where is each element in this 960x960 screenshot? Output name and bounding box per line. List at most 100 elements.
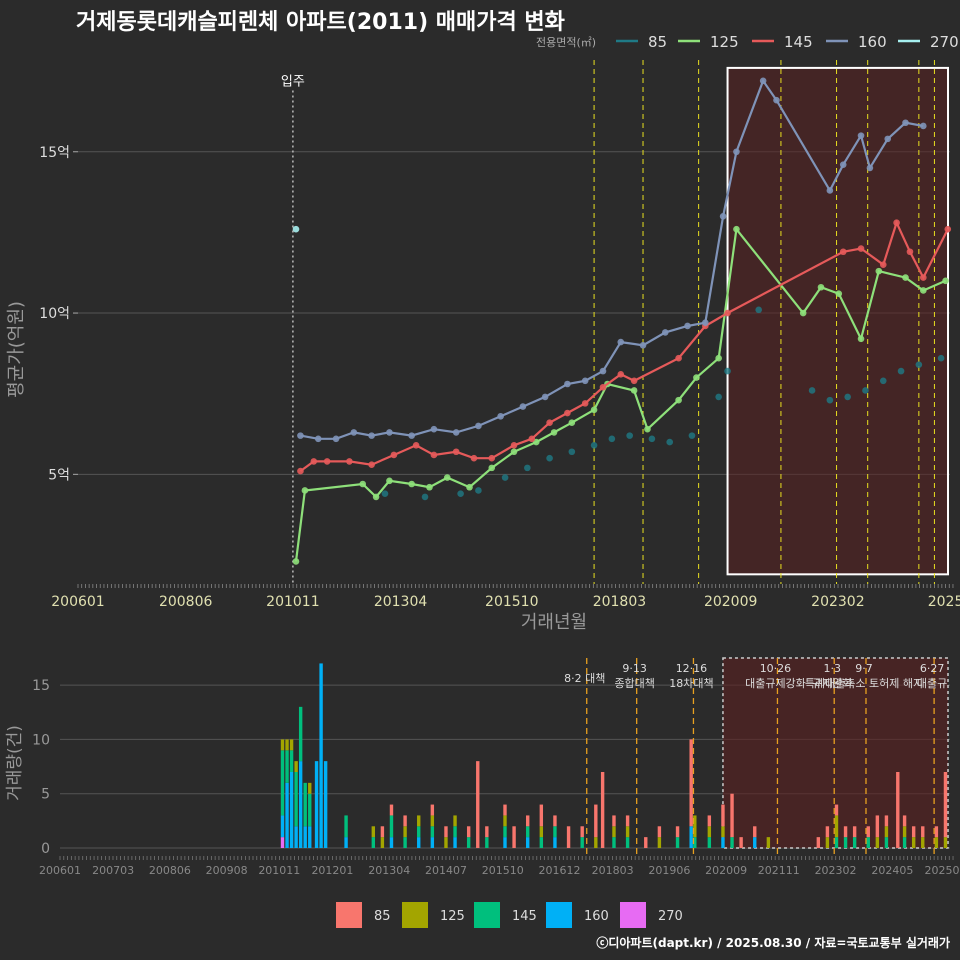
top-y-tick-label: 10억 [39, 306, 70, 322]
series-point-125 [733, 225, 740, 233]
series-point-85 [755, 306, 762, 314]
bar-segment-85 [380, 826, 385, 838]
series-point-85 [826, 396, 834, 404]
series-point-145 [430, 451, 438, 459]
series-point-125 [443, 474, 451, 481]
series-point-125 [675, 396, 682, 404]
bar-segment-160 [721, 837, 725, 848]
series-point-125 [550, 429, 558, 436]
series-point-85 [608, 435, 616, 443]
bar-segment-145 [625, 837, 630, 848]
bar-segment-85 [884, 815, 889, 827]
bar-segment-145 [344, 815, 348, 838]
top-y-axis-title: 평균가(억원) [6, 301, 27, 398]
series-point-160 [661, 329, 669, 336]
series-point-125 [292, 558, 300, 565]
bar-segment-145 [403, 837, 407, 848]
series-point-125 [875, 267, 883, 275]
bar-segment-85 [921, 826, 925, 838]
bar-segment-125 [380, 837, 385, 848]
series-point-125 [835, 290, 843, 297]
bar-segment-160 [303, 826, 307, 848]
series-point-85 [666, 438, 674, 446]
bar-segment-125 [308, 782, 312, 794]
bar-segment-85 [816, 837, 821, 848]
bar-segment-145 [298, 706, 303, 762]
series-point-145 [617, 371, 625, 378]
bar-segment-85 [539, 804, 544, 827]
bar-segment-125 [884, 826, 889, 838]
series-point-85 [937, 354, 945, 362]
bar-segment-85 [834, 804, 839, 816]
series-point-145 [297, 467, 304, 475]
series-point-160 [773, 96, 780, 104]
bottom-legend-label-160: 160 [584, 909, 609, 924]
bar-segment-145 [707, 837, 712, 848]
bottom-x-tick-label: 202405 [871, 864, 913, 877]
bar-segment-125 [875, 837, 880, 848]
bottom-legend-swatch-125 [402, 902, 428, 928]
series-point-85 [524, 464, 531, 472]
bar-segment-145 [503, 826, 507, 838]
bar-segment-145 [417, 826, 421, 838]
series-point-85 [879, 377, 887, 385]
series-point-125 [902, 274, 909, 281]
bar-segment-125 [289, 739, 294, 751]
series-point-85 [715, 393, 722, 401]
series-point-145 [599, 383, 607, 391]
bar-segment-145 [526, 826, 530, 838]
legend-label-125: 125 [710, 33, 739, 51]
bar-segment-160 [344, 837, 348, 848]
series-point-145 [839, 248, 847, 256]
bottom-y-axis-title: 거래량(건) [5, 725, 25, 801]
series-point-125 [488, 464, 496, 472]
series-point-125 [568, 419, 576, 427]
series-point-160 [733, 148, 740, 156]
bottom-x-tick-label: 202302 [815, 864, 857, 877]
series-point-160 [519, 403, 527, 410]
legend-label-160: 160 [858, 33, 887, 51]
bottom-legend-swatch-85 [336, 902, 362, 928]
series-point-125 [715, 354, 722, 362]
bar-segment-85 [852, 826, 857, 838]
bottom-x-tick-label: 200601 [39, 864, 81, 877]
series-point-85 [648, 435, 656, 443]
bar-segment-125 [693, 815, 697, 838]
series-point-85 [862, 387, 869, 394]
top-highlight-box [726, 66, 949, 576]
top-x-tick-label: 202009 [704, 594, 757, 610]
top-x-tick-label: 200601 [51, 594, 104, 610]
series-point-85 [381, 490, 389, 497]
legend-label-145: 145 [784, 33, 813, 51]
series-point-160 [350, 429, 358, 436]
policy-annotation-label: 12·16 [676, 662, 708, 675]
bar-segment-85 [566, 826, 571, 848]
bar-segment-125 [453, 815, 457, 827]
policy-annotation-label: 8·2 대책 [564, 672, 605, 685]
policy-annotation-label: 대출규 [917, 677, 947, 690]
series-point-160 [719, 212, 727, 220]
policy-annotation-label: 6·27 [920, 662, 945, 675]
bar-segment-85 [875, 815, 880, 838]
bar-segment-85 [843, 826, 848, 838]
bar-segment-145 [612, 837, 616, 848]
series-point-145 [488, 454, 496, 462]
bar-segment-85 [657, 826, 662, 838]
bar-segment-160 [753, 837, 757, 848]
bottom-x-tick-label: 201803 [592, 864, 634, 877]
bar-segment-85 [389, 804, 394, 816]
series-point-125 [386, 477, 393, 485]
bar-segment-145 [834, 837, 839, 848]
bar-segment-85 [753, 826, 757, 838]
legend-label-85: 85 [648, 33, 667, 51]
bar-segment-125 [721, 826, 725, 838]
bar-segment-125 [657, 837, 662, 848]
series-point-125 [644, 425, 651, 433]
series-point-160 [902, 119, 909, 127]
series-point-125 [693, 374, 700, 381]
bar-segment-160 [294, 826, 298, 848]
series-point-145 [510, 441, 518, 449]
bar-segment-125 [594, 837, 598, 848]
bottom-legend-swatch-160 [546, 902, 572, 928]
